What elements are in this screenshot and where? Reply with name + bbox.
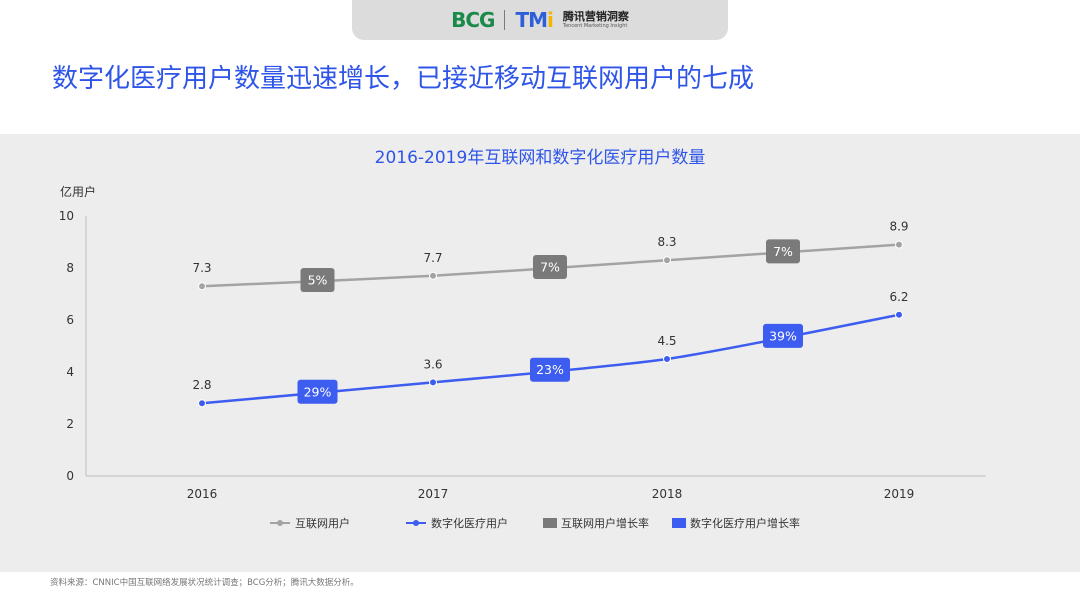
y-tick-label: 6 [66, 313, 74, 327]
tmi-logo: TMi [515, 8, 554, 32]
x-tick-label: 2016 [187, 487, 218, 501]
data-label: 2.8 [192, 378, 211, 392]
x-tick-label: 2018 [652, 487, 683, 501]
growth-rate-label: 39% [769, 328, 797, 343]
tmi-logo-chinese: 腾讯营销洞察 [562, 10, 629, 23]
x-tick-label: 2019 [884, 487, 915, 501]
legend-label: 互联网用户增长率 [561, 516, 649, 530]
y-tick-label: 4 [66, 365, 74, 379]
data-label: 7.3 [192, 261, 211, 275]
page-title: 数字化医疗用户数量迅速增长，已接近移动互联网用户的七成 [52, 64, 755, 94]
legend-box-symbol [672, 518, 686, 528]
chart-panel: 2016-2019年互联网和数字化医疗用户数量 亿用户 0 2 4 6 8 10 2016 2… [0, 134, 1080, 572]
data-point [429, 271, 437, 280]
tmi-logo-text: 腾讯营销洞察 Tencent Marketing Insight [563, 11, 629, 29]
data-label: 4.5 [657, 334, 676, 348]
data-point [663, 355, 671, 363]
data-label: 7.7 [423, 251, 442, 265]
data-point [895, 240, 903, 249]
data-point [663, 256, 671, 265]
bcg-logo: BCG [451, 8, 495, 32]
data-point [198, 282, 206, 291]
legend-label: 互联网用户 [295, 516, 350, 530]
tmi-logo-i: i [547, 8, 554, 32]
growth-rate-badge [763, 323, 803, 348]
logo-banner: BCG TMi 腾讯营销洞察 Tencent Marketing Insight [352, 0, 728, 40]
y-tick-label: 10 [59, 209, 74, 223]
legend-marker [413, 520, 419, 526]
growth-rate-badge [300, 268, 335, 292]
growth-rate-label: 7% [540, 260, 560, 275]
growth-rate-badge [530, 357, 570, 382]
x-tick-label: 2017 [418, 487, 449, 501]
chart-title: 2016-2019年互联网和数字化医疗用户数量 [375, 148, 706, 168]
y-tick-label: 8 [66, 261, 74, 275]
growth-rate-badge [766, 239, 800, 264]
legend-box-symbol [543, 518, 557, 528]
legend-marker [277, 520, 283, 526]
data-label: 8.3 [657, 235, 676, 249]
data-point [198, 399, 206, 408]
line-chart: 2016-2019年互联网和数字化医疗用户数量 亿用户 0 2 4 6 8 10 2016 2… [59, 148, 986, 530]
growth-rate-label: 23% [536, 362, 564, 377]
growth-rate-label: 5% [308, 273, 328, 288]
growth-rate-label: 29% [304, 384, 332, 399]
tmi-logo-english: Tencent Marketing Insight [562, 23, 628, 29]
data-point [895, 310, 903, 319]
growth-rate-label: 7% [773, 244, 793, 259]
y-tick-label: 0 [66, 469, 74, 483]
data-point [429, 378, 437, 387]
growth-rate-badge [297, 379, 338, 404]
legend-label: 数字化医疗用户 [431, 516, 508, 530]
legend-label: 数字化医疗用户增长率 [690, 516, 800, 530]
tmi-logo-main: TM [515, 8, 548, 32]
y-axis-unit: 亿用户 [60, 184, 96, 199]
data-label: 8.9 [889, 220, 908, 234]
source-note: 资料来源：CNNIC中国互联网络发展状况统计调查；BCG分析；腾讯大数据分析。 [50, 578, 359, 588]
logo-divider [504, 10, 506, 30]
data-label: 6.2 [889, 290, 908, 304]
data-label: 3.6 [423, 357, 442, 371]
y-tick-label: 2 [66, 417, 74, 431]
growth-rate-badge [533, 255, 567, 279]
